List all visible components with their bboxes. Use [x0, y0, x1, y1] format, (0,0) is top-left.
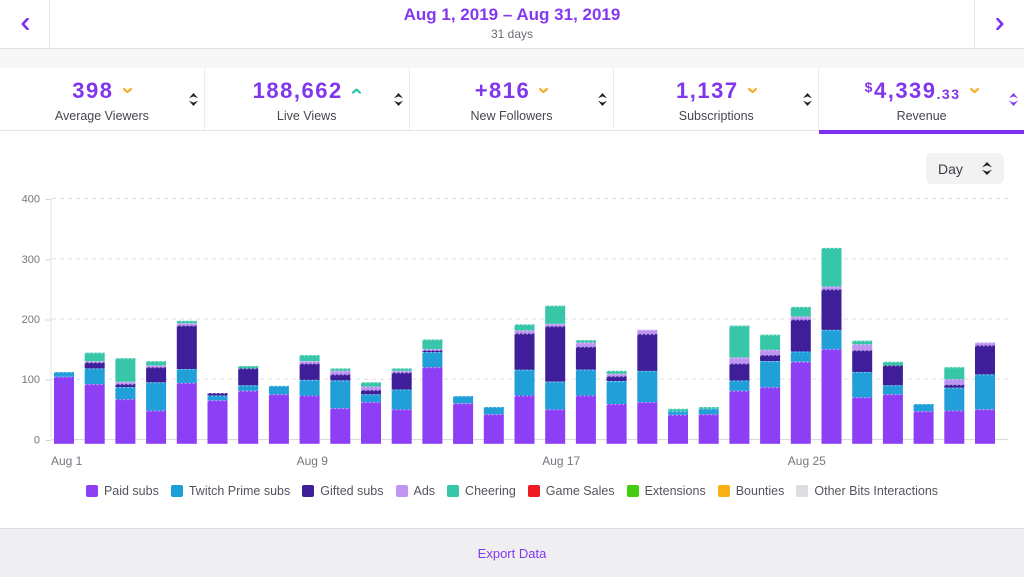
svg-text:100: 100 — [22, 374, 40, 386]
svg-text:0: 0 — [34, 435, 40, 447]
svg-text:Aug 25: Aug 25 — [788, 454, 826, 468]
svg-text:300: 300 — [22, 254, 40, 266]
svg-text:200: 200 — [22, 314, 40, 326]
svg-text:400: 400 — [22, 194, 40, 206]
svg-text:Aug 1: Aug 1 — [51, 454, 83, 468]
svg-text:Aug 17: Aug 17 — [542, 454, 580, 468]
svg-text:Aug 9: Aug 9 — [297, 454, 329, 468]
